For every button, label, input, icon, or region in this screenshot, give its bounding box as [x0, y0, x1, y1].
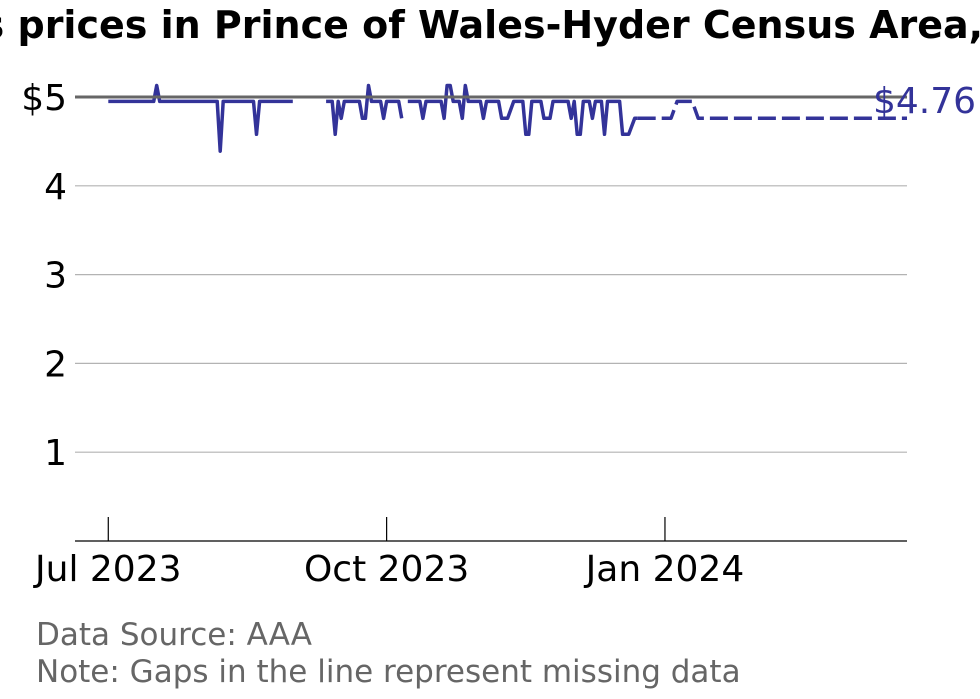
series-line-segment — [108, 83, 293, 153]
gridlines — [75, 185, 907, 453]
y-tick-label: $5 — [21, 78, 67, 119]
end-value-label: $4.76 — [873, 81, 976, 122]
gap-note: Note: Gaps in the line represent missing… — [36, 654, 741, 690]
x-tick-label: Jul 2023 — [33, 549, 182, 590]
series-line-segment — [326, 83, 404, 137]
data-source-note: Data Source: AAA — [36, 617, 312, 653]
chart-title: Gas prices in Prince of Wales-Hyder Cens… — [0, 3, 980, 47]
x-axis: Jul 2023 Oct 2023 Jan 2024 — [33, 517, 907, 590]
price-series — [75, 83, 907, 153]
y-tick-label: 1 — [44, 433, 67, 474]
series-line-segment — [407, 83, 638, 137]
x-tick-label: Oct 2023 — [304, 549, 469, 590]
y-tick-label: 2 — [44, 344, 67, 385]
y-tick-label: 4 — [44, 167, 67, 208]
y-axis: $5 4 3 2 1 — [21, 78, 67, 474]
series-line-segment — [637, 99, 907, 121]
y-tick-label: 3 — [44, 256, 67, 297]
x-tick-label: Jan 2024 — [584, 549, 745, 590]
